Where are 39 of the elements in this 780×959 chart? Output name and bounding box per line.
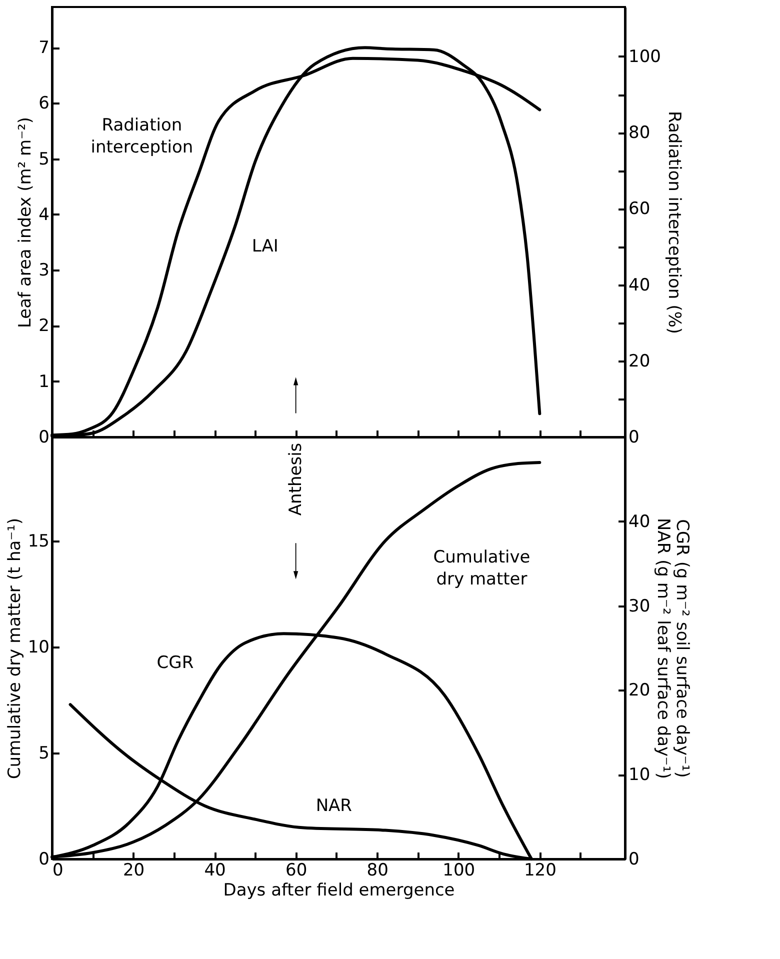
series-label: Radiation interception <box>90 116 194 158</box>
y2-axis-title: CGR (g m⁻² soil surface day⁻¹) NAR (g m⁻² leaf surface day⁻¹) <box>653 518 692 780</box>
y2-tick-label: 20 <box>628 351 650 372</box>
y-tick-label: 7 <box>38 38 50 58</box>
y2-tick-label: 80 <box>628 123 650 144</box>
y-tick-label: 2 <box>38 316 50 336</box>
x-tick-label: 100 <box>442 860 476 880</box>
y-tick-label: 0 <box>38 428 50 448</box>
x-tick-label: 20 <box>122 860 145 880</box>
x-tick-label: 0 <box>52 860 64 880</box>
y2-tick-label: 30 <box>628 596 650 616</box>
y-tick-label: 3 <box>38 260 50 281</box>
y-tick-label: 10 <box>28 637 50 658</box>
y-tick-label: 4 <box>38 204 50 225</box>
y2-tick-label: 10 <box>628 765 650 786</box>
y2-tick-label: 0 <box>628 428 640 448</box>
y2-tick-label: 40 <box>628 275 650 296</box>
y2-tick-label: 60 <box>628 199 650 220</box>
y2-axis-title: Radiation interception (%) <box>664 111 684 334</box>
series-label: CGR <box>156 652 194 673</box>
x-tick-label: 120 <box>524 860 556 880</box>
x-axis-title: Days after field emergence <box>223 880 455 900</box>
series-label: LAI <box>252 236 278 257</box>
y2-tick-label: 20 <box>628 680 650 701</box>
x-tick-label: 80 <box>366 860 388 880</box>
y-tick-label: 5 <box>38 149 50 170</box>
y-axis-title: Cumulative dry matter (t ha⁻¹) <box>4 518 25 780</box>
x-tick-label: 60 <box>286 860 308 880</box>
y-axis-title: Leaf area index (m² m⁻²) <box>16 116 36 328</box>
series-label: NAR <box>316 796 352 816</box>
y-tick-label: 6 <box>38 94 50 114</box>
y-tick-label: 15 <box>28 531 50 552</box>
x-tick-label: 40 <box>204 860 226 880</box>
y-tick-label: 5 <box>38 743 50 764</box>
y-tick-label: 1 <box>38 372 50 392</box>
y2-tick-label: 40 <box>628 512 650 532</box>
text: Cumulative dry matter <box>433 548 530 590</box>
annotation: Anthesis <box>286 442 306 516</box>
y2-tick-label: 100 <box>628 46 661 67</box>
